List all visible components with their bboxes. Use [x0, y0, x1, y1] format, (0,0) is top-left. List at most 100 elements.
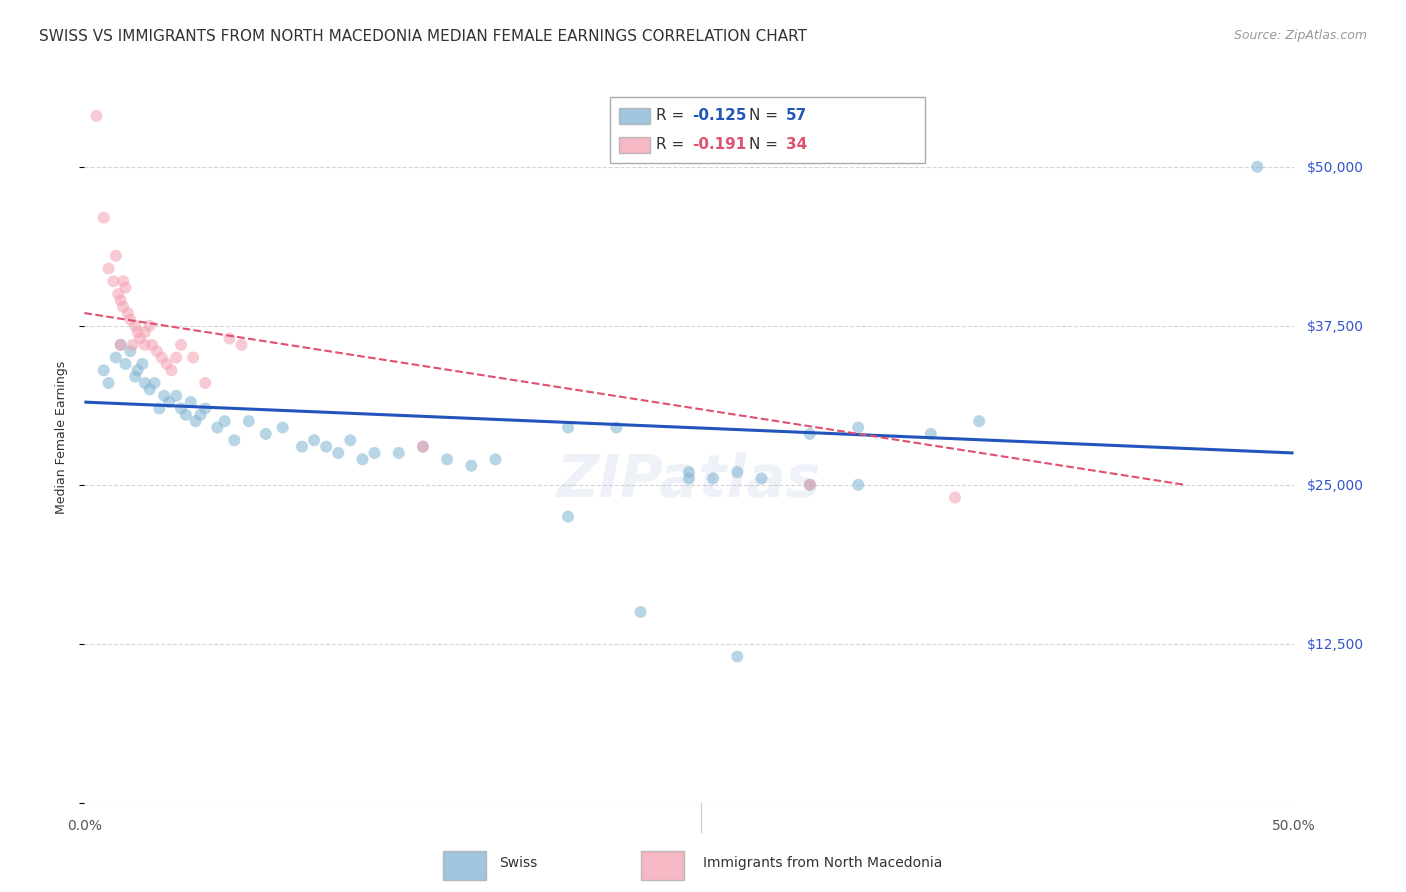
- Point: [104, 249, 127, 263]
- Point: [254, 426, 277, 441]
- Point: [131, 357, 153, 371]
- Point: [436, 452, 458, 467]
- Point: [141, 338, 163, 352]
- Point: [114, 357, 136, 371]
- Point: [110, 338, 132, 352]
- Text: SWISS VS IMMIGRANTS FROM NORTH MACEDONIA MEDIAN FEMALE EARNINGS CORRELATION CHAR: SWISS VS IMMIGRANTS FROM NORTH MACEDONIA…: [39, 29, 807, 44]
- Point: [160, 363, 183, 377]
- Point: [129, 331, 152, 345]
- Text: N =: N =: [749, 108, 783, 123]
- Point: [138, 318, 160, 333]
- Point: [157, 395, 180, 409]
- Point: [1246, 160, 1268, 174]
- Text: -0.191: -0.191: [693, 137, 747, 152]
- Point: [117, 306, 139, 320]
- Point: [271, 420, 294, 434]
- Point: [224, 434, 246, 448]
- Point: [363, 446, 385, 460]
- Point: [134, 376, 156, 390]
- Point: [799, 426, 821, 441]
- Point: [93, 211, 115, 225]
- Text: Source: ZipAtlas.com: Source: ZipAtlas.com: [1233, 29, 1367, 42]
- Point: [630, 605, 652, 619]
- Point: [388, 446, 411, 460]
- Point: [170, 338, 193, 352]
- Point: [846, 477, 869, 491]
- Point: [120, 344, 142, 359]
- Point: [153, 389, 176, 403]
- Point: [97, 261, 120, 276]
- FancyBboxPatch shape: [610, 97, 925, 163]
- Text: R =: R =: [657, 137, 689, 152]
- Point: [127, 325, 149, 339]
- Point: [678, 471, 700, 485]
- Point: [180, 395, 202, 409]
- Point: [412, 440, 434, 454]
- Text: 57: 57: [786, 108, 807, 123]
- Point: [920, 426, 942, 441]
- Y-axis label: Median Female Earnings: Median Female Earnings: [55, 360, 69, 514]
- Point: [143, 376, 166, 390]
- Point: [799, 477, 821, 491]
- Point: [484, 452, 506, 467]
- Point: [190, 408, 212, 422]
- Text: Swiss: Swiss: [499, 856, 537, 870]
- Point: [194, 376, 217, 390]
- Point: [328, 446, 350, 460]
- Point: [174, 408, 197, 422]
- Point: [134, 338, 156, 352]
- Point: [702, 471, 724, 485]
- Text: N =: N =: [749, 137, 783, 152]
- Point: [155, 357, 177, 371]
- Point: [110, 293, 132, 308]
- Point: [846, 420, 869, 434]
- Point: [127, 363, 149, 377]
- FancyBboxPatch shape: [443, 851, 486, 880]
- Point: [799, 477, 821, 491]
- Text: 34: 34: [786, 137, 807, 152]
- Point: [114, 280, 136, 294]
- Point: [214, 414, 236, 428]
- Point: [943, 491, 966, 505]
- Point: [110, 338, 132, 352]
- Point: [97, 376, 120, 390]
- Point: [557, 420, 579, 434]
- Text: ZIPatlas: ZIPatlas: [557, 452, 821, 509]
- Point: [134, 325, 156, 339]
- Point: [124, 318, 146, 333]
- Point: [104, 351, 127, 365]
- Text: -0.125: -0.125: [693, 108, 747, 123]
- Point: [148, 401, 170, 416]
- Point: [112, 300, 135, 314]
- Point: [231, 338, 253, 352]
- Point: [339, 434, 361, 448]
- FancyBboxPatch shape: [641, 851, 685, 880]
- Point: [165, 351, 187, 365]
- Point: [121, 338, 143, 352]
- Point: [181, 351, 204, 365]
- Point: [165, 389, 187, 403]
- Point: [751, 471, 773, 485]
- Point: [678, 465, 700, 479]
- Point: [291, 440, 314, 454]
- Point: [107, 287, 129, 301]
- Point: [412, 440, 434, 454]
- Point: [302, 434, 325, 448]
- Point: [605, 420, 627, 434]
- Point: [725, 465, 748, 479]
- Point: [150, 351, 173, 365]
- Point: [112, 274, 135, 288]
- Point: [352, 452, 374, 467]
- Point: [86, 109, 108, 123]
- Point: [557, 509, 579, 524]
- Point: [967, 414, 990, 428]
- Point: [93, 363, 115, 377]
- Point: [315, 440, 337, 454]
- Text: Immigrants from North Macedonia: Immigrants from North Macedonia: [703, 856, 942, 870]
- Point: [218, 331, 240, 345]
- Point: [238, 414, 260, 428]
- Point: [207, 420, 229, 434]
- FancyBboxPatch shape: [619, 108, 650, 124]
- Point: [138, 383, 160, 397]
- Point: [170, 401, 193, 416]
